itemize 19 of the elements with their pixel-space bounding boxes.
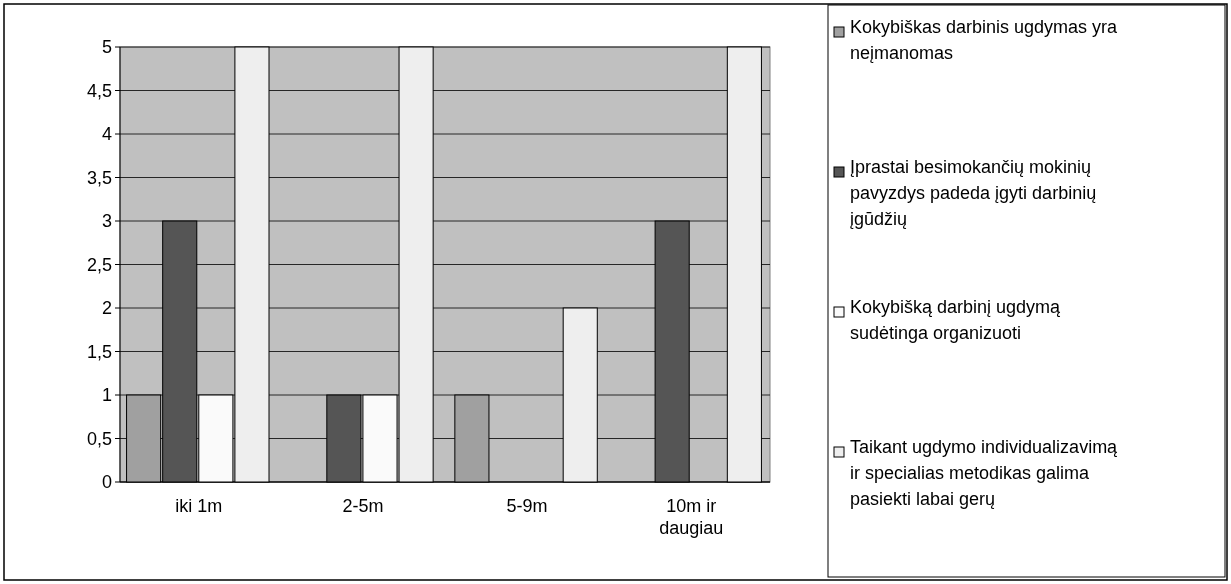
y-tick-label: 1 xyxy=(101,385,112,406)
x-tick-label: 5-9m xyxy=(506,496,548,516)
x-tick-label: 2-5m xyxy=(342,496,384,516)
y-tick-label: 4 xyxy=(101,124,112,145)
legend-label: Kokybiškas darbinis ugdymas yra neįmanomas xyxy=(850,16,1119,63)
y-tick-label: 2 xyxy=(101,298,112,319)
x-tick-label: iki 1m xyxy=(175,496,223,516)
y-tick-label: 3,5 xyxy=(86,167,112,188)
y-tick-label: 2,5 xyxy=(86,254,112,275)
y-tick-label: 3 xyxy=(101,211,112,232)
y-tick-label: 4,5 xyxy=(86,80,112,101)
y-tick-label: 0 xyxy=(101,472,112,493)
x-tick-label: 10m ir daugiau xyxy=(659,496,724,538)
legend-label: Kokybišką darbinį ugdymą sudėtinga organizuoti xyxy=(850,296,1062,343)
y-tick-label: 1,5 xyxy=(86,341,112,362)
legend-label: Įprastai besimokančių mokinių pavyzdys padeda įgyti darbinių įgūdžių xyxy=(850,156,1097,229)
y-tick-label: 0,5 xyxy=(86,428,112,449)
y-tick-label: 5 xyxy=(101,37,112,58)
legend-label: Taikant ugdymo individualizavimą ir specialias metodikas galima pasiekti labai gerų xyxy=(850,436,1119,509)
